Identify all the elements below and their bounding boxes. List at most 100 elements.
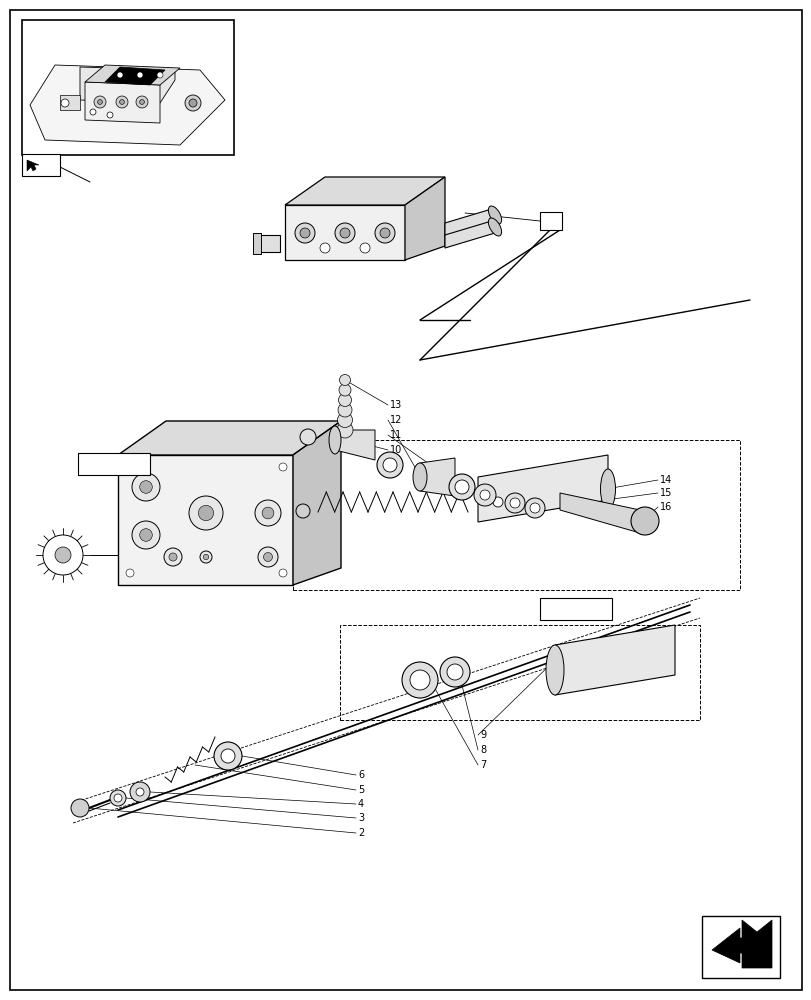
- Circle shape: [185, 95, 201, 111]
- Circle shape: [132, 473, 160, 501]
- Circle shape: [383, 458, 397, 472]
- Circle shape: [479, 490, 489, 500]
- Text: 13: 13: [389, 400, 401, 410]
- Circle shape: [320, 243, 329, 253]
- Circle shape: [139, 100, 144, 104]
- Circle shape: [126, 463, 134, 471]
- Text: 14: 14: [659, 475, 672, 485]
- Polygon shape: [85, 82, 160, 123]
- Circle shape: [401, 662, 437, 698]
- Circle shape: [198, 505, 213, 521]
- Circle shape: [221, 749, 234, 763]
- Text: 6: 6: [358, 770, 363, 780]
- Circle shape: [135, 96, 148, 108]
- Polygon shape: [405, 177, 444, 260]
- Polygon shape: [30, 65, 225, 145]
- Text: 10: 10: [389, 445, 401, 455]
- Circle shape: [97, 100, 102, 104]
- Circle shape: [94, 96, 106, 108]
- Text: 15: 15: [659, 488, 672, 498]
- Circle shape: [157, 72, 163, 78]
- Polygon shape: [478, 455, 607, 522]
- Circle shape: [410, 670, 430, 690]
- Circle shape: [164, 548, 182, 566]
- Circle shape: [299, 429, 315, 445]
- Polygon shape: [118, 421, 341, 455]
- Circle shape: [279, 463, 286, 471]
- Text: PAG. 1: PAG. 1: [98, 459, 130, 469]
- Circle shape: [55, 547, 71, 563]
- Circle shape: [446, 664, 462, 680]
- Bar: [22, 154, 60, 176]
- Ellipse shape: [545, 645, 564, 695]
- Circle shape: [116, 96, 128, 108]
- Circle shape: [139, 481, 152, 493]
- Circle shape: [107, 112, 113, 118]
- Circle shape: [200, 551, 212, 563]
- Ellipse shape: [487, 218, 501, 236]
- Circle shape: [189, 99, 197, 107]
- Circle shape: [337, 422, 353, 438]
- Polygon shape: [335, 430, 375, 460]
- Ellipse shape: [487, 206, 501, 224]
- Circle shape: [114, 794, 122, 802]
- Circle shape: [296, 504, 310, 518]
- Circle shape: [258, 547, 277, 567]
- Text: 5: 5: [358, 785, 364, 795]
- Polygon shape: [444, 220, 495, 248]
- Circle shape: [448, 474, 474, 500]
- Text: 2: 2: [358, 828, 364, 838]
- Circle shape: [359, 243, 370, 253]
- Bar: [22, 20, 234, 155]
- Circle shape: [279, 569, 286, 577]
- Bar: [702, 916, 779, 978]
- Circle shape: [504, 493, 525, 513]
- Circle shape: [43, 535, 83, 575]
- Circle shape: [189, 496, 223, 530]
- Polygon shape: [105, 67, 165, 85]
- Circle shape: [375, 223, 394, 243]
- Circle shape: [90, 109, 96, 115]
- Circle shape: [530, 503, 539, 513]
- Polygon shape: [711, 928, 761, 963]
- Circle shape: [71, 799, 89, 817]
- Bar: [340, 625, 699, 720]
- Polygon shape: [255, 235, 280, 252]
- Circle shape: [337, 412, 352, 428]
- Circle shape: [169, 553, 177, 561]
- Circle shape: [492, 497, 502, 507]
- Polygon shape: [80, 67, 175, 103]
- Text: 8: 8: [479, 745, 486, 755]
- Bar: [253, 233, 260, 254]
- Polygon shape: [444, 208, 495, 236]
- Circle shape: [117, 72, 122, 78]
- Circle shape: [509, 498, 519, 508]
- Polygon shape: [293, 421, 341, 585]
- Text: 16: 16: [659, 502, 672, 512]
- Circle shape: [340, 228, 350, 238]
- Text: 9: 9: [479, 730, 486, 740]
- Circle shape: [339, 374, 350, 385]
- Circle shape: [139, 529, 152, 541]
- Circle shape: [380, 228, 389, 238]
- Circle shape: [335, 223, 354, 243]
- Circle shape: [376, 452, 402, 478]
- Polygon shape: [285, 177, 444, 205]
- Text: 12: 12: [389, 415, 402, 425]
- Circle shape: [119, 100, 124, 104]
- Polygon shape: [60, 95, 80, 110]
- Circle shape: [440, 657, 470, 687]
- Circle shape: [214, 742, 242, 770]
- Bar: [539, 598, 611, 620]
- Circle shape: [337, 403, 351, 417]
- Text: 11: 11: [389, 430, 401, 440]
- Text: PAG. 3: PAG. 3: [560, 604, 591, 614]
- Ellipse shape: [413, 463, 427, 491]
- Text: 3: 3: [358, 813, 363, 823]
- Polygon shape: [560, 493, 639, 533]
- Polygon shape: [285, 205, 405, 260]
- Polygon shape: [85, 65, 180, 85]
- Circle shape: [130, 782, 150, 802]
- Circle shape: [61, 99, 69, 107]
- Circle shape: [126, 569, 134, 577]
